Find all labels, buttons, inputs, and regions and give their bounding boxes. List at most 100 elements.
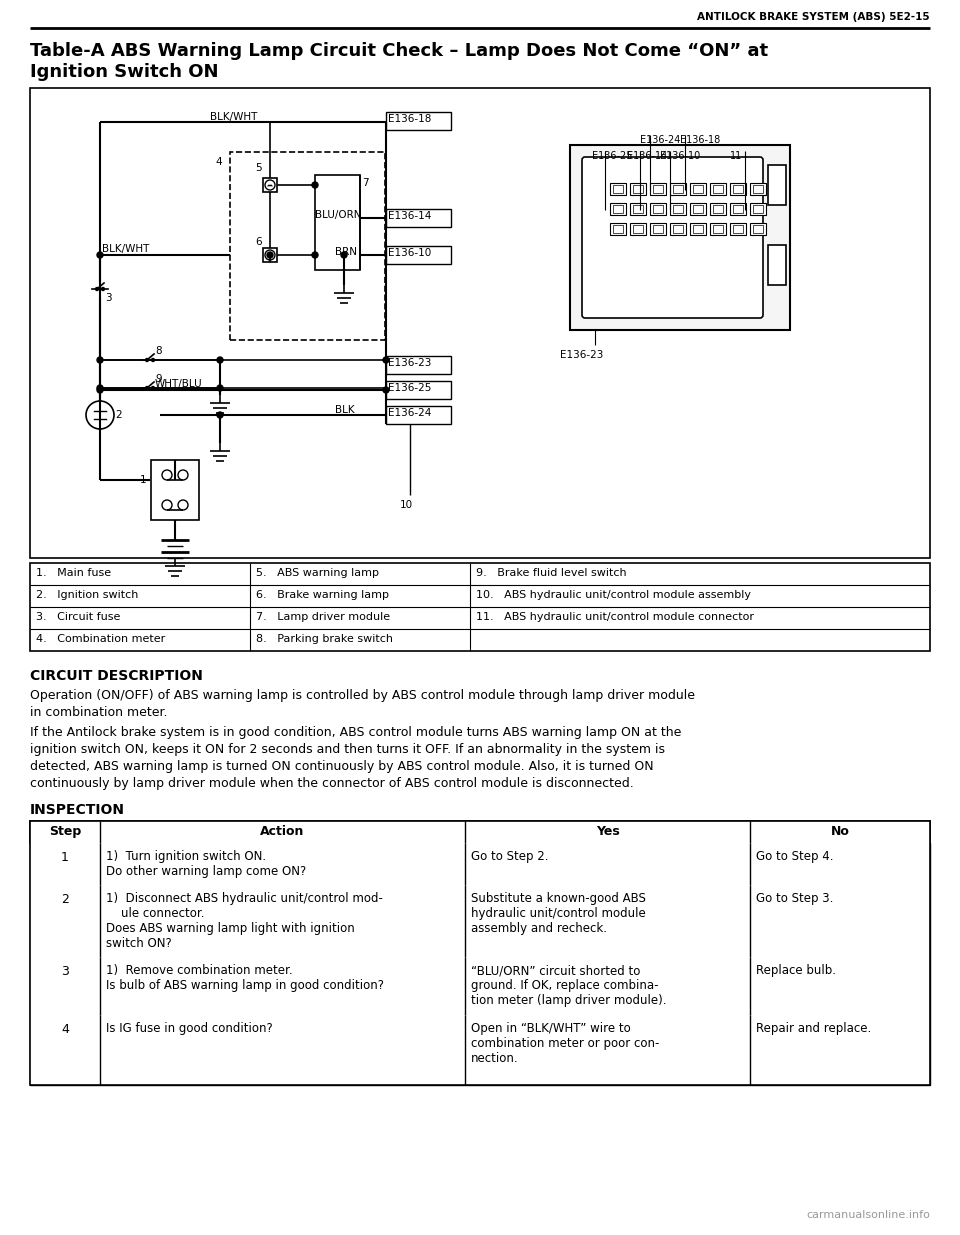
Text: 9: 9 (155, 374, 161, 384)
Bar (733, 225, 743, 233)
Text: 9.   Brake fluid level switch: 9. Brake fluid level switch (476, 568, 627, 578)
Text: hydraulic unit/control module: hydraulic unit/control module (471, 906, 646, 920)
Bar (690, 203, 706, 215)
Text: ground. If OK, replace combina-: ground. If OK, replace combina- (471, 979, 659, 992)
Bar (710, 224, 726, 235)
Bar (30, 957, 930, 1015)
Text: E136-23: E136-23 (388, 358, 431, 368)
Bar (613, 205, 623, 212)
Text: Does ABS warning lamp light with ignition: Does ABS warning lamp light with ignitio… (106, 923, 355, 935)
Bar (750, 203, 766, 215)
Circle shape (312, 182, 318, 188)
Circle shape (97, 385, 103, 391)
Text: ignition switch ON, keeps it ON for 2 seconds and then turns it OFF. If an abnor: ignition switch ON, keeps it ON for 2 se… (30, 743, 665, 756)
Text: BRN: BRN (335, 247, 357, 257)
Bar (673, 225, 683, 233)
Bar (710, 183, 726, 195)
Text: 6.   Brake warning lamp: 6. Brake warning lamp (256, 590, 389, 600)
Bar (613, 225, 623, 233)
Bar (263, 178, 277, 191)
Bar (690, 183, 706, 195)
Text: Substitute a known-good ABS: Substitute a known-good ABS (471, 892, 646, 905)
Bar (610, 183, 626, 195)
Bar (30, 821, 930, 844)
Circle shape (152, 358, 155, 362)
Text: Yes: Yes (595, 825, 619, 839)
Text: 1: 1 (140, 475, 147, 485)
Bar (263, 248, 277, 262)
Text: Step: Step (49, 825, 82, 839)
Text: 3: 3 (61, 965, 69, 978)
Text: detected, ABS warning lamp is turned ON continuously by ABS control module. Also: detected, ABS warning lamp is turned ON … (30, 760, 654, 773)
Text: 7: 7 (362, 178, 369, 188)
Text: Operation (ON/OFF) of ABS warning lamp is controlled by ABS control module throu: Operation (ON/OFF) of ABS warning lamp i… (30, 689, 695, 701)
Text: E136-24: E136-24 (388, 408, 431, 417)
Text: 11.   ABS hydraulic unit/control module connector: 11. ABS hydraulic unit/control module co… (476, 613, 754, 622)
Text: in combination meter.: in combination meter. (30, 706, 167, 719)
Bar (733, 185, 743, 193)
Bar (768, 165, 786, 205)
Text: CIRCUIT DESCRIPTION: CIRCUIT DESCRIPTION (30, 669, 203, 683)
Bar (386, 406, 451, 424)
Bar (713, 185, 723, 193)
Text: assembly and recheck.: assembly and recheck. (471, 923, 607, 935)
Bar (230, 152, 385, 340)
Bar (151, 459, 199, 520)
Bar (386, 112, 451, 130)
Text: 2: 2 (115, 410, 122, 420)
Text: “BLU/ORN” circuit shorted to: “BLU/ORN” circuit shorted to (471, 965, 640, 977)
Bar (30, 885, 930, 957)
Bar (633, 205, 643, 212)
Bar (653, 205, 663, 212)
Text: Do other warning lamp come ON?: Do other warning lamp come ON? (106, 864, 306, 878)
Text: INSPECTION: INSPECTION (30, 803, 125, 818)
Text: WHT/BLU: WHT/BLU (155, 379, 203, 389)
Bar (753, 185, 763, 193)
Bar (670, 203, 686, 215)
Text: 4: 4 (61, 1023, 69, 1036)
Text: 5: 5 (255, 163, 262, 173)
Circle shape (97, 357, 103, 363)
Bar (386, 382, 451, 399)
Text: Is IG fuse in good condition?: Is IG fuse in good condition? (106, 1023, 273, 1035)
Text: 1.   Main fuse: 1. Main fuse (36, 568, 111, 578)
Text: 8: 8 (155, 346, 161, 356)
Bar (613, 185, 623, 193)
Bar (750, 183, 766, 195)
Bar (653, 225, 663, 233)
Text: E136-25: E136-25 (388, 383, 431, 393)
Text: E136-25: E136-25 (592, 151, 633, 161)
Text: E136-23: E136-23 (560, 350, 604, 359)
Circle shape (267, 252, 273, 258)
Bar (386, 356, 451, 374)
Bar (30, 563, 930, 651)
Bar (753, 225, 763, 233)
Text: 11: 11 (730, 151, 742, 161)
Bar (630, 224, 646, 235)
Bar (713, 205, 723, 212)
Bar (650, 183, 666, 195)
Text: 3: 3 (105, 293, 111, 303)
Bar (690, 224, 706, 235)
Circle shape (97, 252, 103, 258)
FancyBboxPatch shape (582, 157, 763, 317)
Text: carmanualsonline.info: carmanualsonline.info (806, 1210, 930, 1220)
Circle shape (383, 387, 389, 393)
Bar (633, 225, 643, 233)
Bar (750, 224, 766, 235)
Circle shape (217, 385, 223, 391)
Text: 1)  Remove combination meter.: 1) Remove combination meter. (106, 965, 293, 977)
Text: Go to Step 4.: Go to Step 4. (756, 850, 833, 863)
Circle shape (95, 288, 99, 290)
Text: E136-10: E136-10 (660, 151, 700, 161)
Bar (30, 1015, 930, 1086)
Bar (650, 224, 666, 235)
Bar (30, 844, 930, 885)
Text: BLK/WHT: BLK/WHT (210, 112, 257, 122)
Bar (673, 185, 683, 193)
Bar (570, 144, 790, 330)
Bar (315, 175, 360, 270)
Text: BLU/ORN: BLU/ORN (315, 210, 362, 220)
Text: 10: 10 (400, 500, 413, 510)
Circle shape (383, 357, 389, 363)
